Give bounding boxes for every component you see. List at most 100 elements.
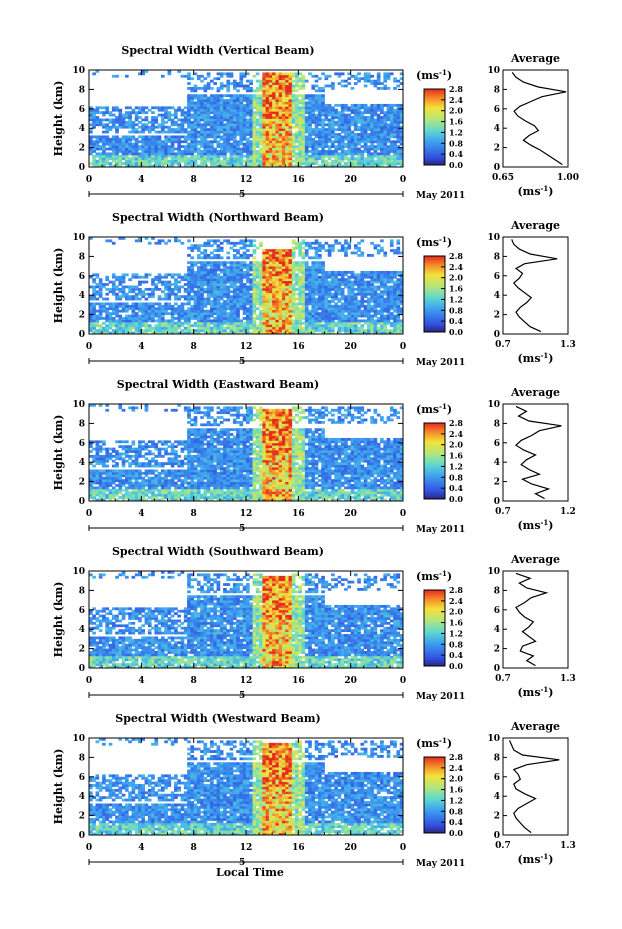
heatmap-cell bbox=[223, 314, 227, 318]
heatmap-cell bbox=[275, 312, 280, 315]
heatmap-cell bbox=[314, 84, 319, 88]
date-marker: 5 bbox=[239, 190, 245, 200]
heatmap-cell bbox=[108, 118, 113, 122]
heatmap-cell bbox=[229, 111, 234, 115]
heatmap-cell bbox=[370, 125, 374, 129]
heatmap-cell bbox=[242, 321, 247, 325]
heatmap-cell bbox=[350, 317, 355, 320]
heatmap-cell bbox=[380, 111, 384, 115]
heatmap-cell bbox=[89, 130, 93, 134]
heatmap-cell bbox=[347, 317, 352, 320]
heatmap-cell bbox=[167, 111, 172, 115]
heatmap-cell bbox=[314, 162, 319, 165]
heatmap-cell bbox=[337, 297, 342, 301]
heatmap-cell bbox=[311, 246, 316, 250]
heatmap-cell bbox=[183, 130, 188, 134]
heatmap-cell bbox=[174, 331, 178, 335]
heatmap-cell bbox=[288, 74, 293, 78]
heatmap-cell bbox=[252, 133, 257, 136]
heatmap-cell bbox=[314, 94, 319, 98]
heatmap-cell bbox=[331, 125, 335, 129]
heatmap-cell bbox=[272, 79, 276, 83]
heatmap-cell bbox=[118, 278, 123, 282]
heatmap-cell bbox=[115, 116, 119, 119]
heatmap-cell bbox=[246, 130, 250, 134]
heatmap-cell bbox=[376, 77, 381, 81]
heatmap-cell bbox=[265, 321, 270, 325]
heatmap-cell bbox=[317, 268, 322, 272]
heatmap-cell bbox=[389, 140, 394, 144]
heatmap-cell bbox=[157, 295, 162, 299]
heatmap-cell bbox=[295, 111, 299, 115]
heatmap-cell bbox=[285, 125, 289, 129]
heatmap-cell bbox=[213, 256, 217, 260]
heatmap-cell bbox=[223, 118, 227, 122]
heatmap-cell bbox=[151, 135, 155, 139]
heatmap-cell bbox=[246, 101, 250, 105]
heatmap-cell bbox=[210, 145, 214, 148]
heatmap-cell bbox=[124, 74, 129, 78]
heatmap-cell bbox=[187, 147, 191, 151]
heatmap-cell bbox=[164, 326, 168, 330]
heatmap-cell bbox=[281, 302, 286, 306]
heatmap-cell bbox=[363, 84, 368, 88]
heatmap-cell bbox=[367, 304, 371, 308]
heatmap-cell bbox=[278, 94, 283, 98]
heatmap-cell bbox=[324, 142, 329, 146]
heatmap-cell bbox=[327, 120, 332, 124]
heatmap-cell bbox=[311, 317, 316, 320]
heatmap-cell bbox=[151, 125, 155, 129]
heatmap-cell bbox=[177, 287, 181, 291]
heatmap-cell bbox=[304, 137, 309, 141]
heatmap-cell bbox=[278, 120, 283, 124]
heatmap-cell bbox=[154, 312, 159, 315]
heatmap-cell bbox=[337, 74, 342, 78]
heatmap-cell bbox=[298, 128, 302, 132]
heatmap-cell bbox=[288, 128, 293, 132]
heatmap-cell bbox=[151, 118, 155, 122]
heatmap-cell bbox=[360, 135, 365, 139]
heatmap-cell bbox=[285, 297, 289, 301]
heatmap-cell bbox=[219, 319, 224, 323]
heatmap-cell bbox=[210, 268, 214, 272]
heatmap-cell bbox=[304, 135, 309, 139]
heatmap-cell bbox=[317, 300, 322, 303]
heatmap-cell bbox=[141, 317, 145, 320]
heatmap-cell bbox=[265, 297, 270, 301]
heatmap-cell bbox=[344, 270, 348, 274]
heatmap-cell bbox=[373, 123, 378, 127]
heatmap-cell bbox=[98, 152, 103, 156]
heatmap-cell bbox=[226, 270, 231, 274]
heatmap-cell bbox=[321, 123, 325, 127]
heatmap-cell bbox=[170, 162, 175, 165]
heatmap-cell bbox=[164, 241, 168, 245]
heatmap-cell bbox=[115, 309, 119, 313]
heatmap-cell bbox=[295, 244, 299, 248]
heatmap-cell bbox=[262, 290, 267, 294]
heatmap-cell bbox=[154, 157, 159, 161]
heatmap-cell bbox=[259, 244, 263, 248]
heatmap-cell bbox=[281, 285, 286, 289]
heatmap-cell bbox=[357, 142, 361, 146]
heatmap-cell bbox=[327, 84, 332, 88]
heatmap-cell bbox=[147, 125, 152, 129]
heatmap-cell bbox=[363, 159, 368, 163]
heatmap-cell bbox=[291, 96, 296, 100]
heatmap-cell bbox=[265, 147, 270, 151]
heatmap-cell bbox=[380, 142, 384, 146]
heatmap-cell bbox=[131, 111, 136, 115]
heatmap-cell bbox=[278, 128, 283, 132]
heatmap-cell bbox=[124, 150, 129, 153]
heatmap-cell bbox=[360, 297, 365, 301]
heatmap-cell bbox=[219, 309, 224, 313]
heatmap-cell bbox=[314, 249, 319, 252]
heatmap-cell bbox=[118, 164, 123, 168]
heatmap-cell bbox=[278, 295, 283, 299]
heatmap-cell bbox=[301, 295, 306, 299]
heatmap-cell bbox=[216, 331, 221, 335]
heatmap-cell bbox=[246, 118, 250, 122]
heatmap-cell bbox=[373, 145, 378, 148]
heatmap-cell bbox=[138, 145, 142, 148]
heatmap-cell bbox=[301, 118, 306, 122]
heatmap-cell bbox=[301, 290, 306, 294]
